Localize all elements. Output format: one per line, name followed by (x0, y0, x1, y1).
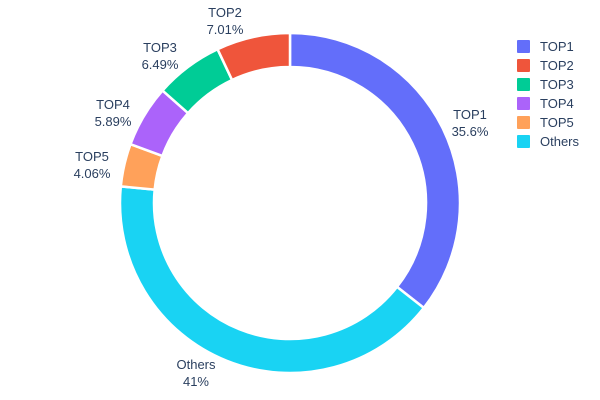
slice-label-top5: TOP5 4.06% (74, 148, 111, 182)
legend-label: TOP4 (540, 96, 574, 111)
legend-item-top1[interactable]: TOP1 (517, 39, 579, 54)
legend-label: TOP3 (540, 77, 574, 92)
slice-label-percent: 5.89% (94, 114, 132, 129)
slice-label-top3: TOP3 6.49% (142, 39, 179, 73)
legend-swatch-top3 (517, 78, 530, 91)
slice-label-name: TOP5 (75, 149, 109, 164)
legend-swatch-top2 (517, 59, 530, 72)
legend-item-others[interactable]: Others (517, 134, 580, 149)
slice-label-percent: 35.6% (451, 124, 489, 139)
slice-label-name: TOP2 (208, 5, 242, 20)
legend-item-top5[interactable]: TOP5 (517, 115, 579, 130)
slice-label-others: Others 41% (176, 356, 215, 390)
slice-label-name: TOP3 (143, 40, 177, 55)
legend-swatch-top5 (517, 116, 530, 129)
chart-legend: TOP1 TOP2 TOP3 TOP4 TOP5 Others (517, 39, 580, 154)
slice-label-percent: 4.06% (73, 166, 111, 181)
legend-label: Others (540, 134, 580, 149)
legend-item-top2[interactable]: TOP2 (517, 58, 579, 73)
legend-swatch-top4 (517, 97, 530, 110)
slice-label-top1: TOP1 35.6% (452, 106, 489, 140)
pie-slice-top2[interactable] (216, 31, 292, 82)
slice-label-name: Others (176, 357, 216, 372)
slice-label-name: TOP4 (96, 97, 130, 112)
pie-slice-top1[interactable] (288, 31, 462, 310)
pie-slice-others[interactable] (118, 185, 426, 375)
slice-label-percent: 41% (182, 374, 210, 389)
slice-label-top4: TOP4 5.89% (95, 96, 132, 130)
slice-label-percent: 6.49% (141, 57, 179, 72)
legend-label: TOP2 (540, 58, 574, 73)
slice-label-top2: TOP2 7.01% (207, 4, 244, 38)
legend-label: TOP5 (540, 115, 574, 130)
slice-label-name: TOP1 (453, 107, 487, 122)
legend-label: TOP1 (540, 39, 574, 54)
legend-swatch-others (517, 135, 530, 148)
slice-label-percent: 7.01% (206, 22, 244, 37)
legend-item-top4[interactable]: TOP4 (517, 96, 579, 111)
legend-item-top3[interactable]: TOP3 (517, 77, 579, 92)
legend-swatch-top1 (517, 40, 530, 53)
